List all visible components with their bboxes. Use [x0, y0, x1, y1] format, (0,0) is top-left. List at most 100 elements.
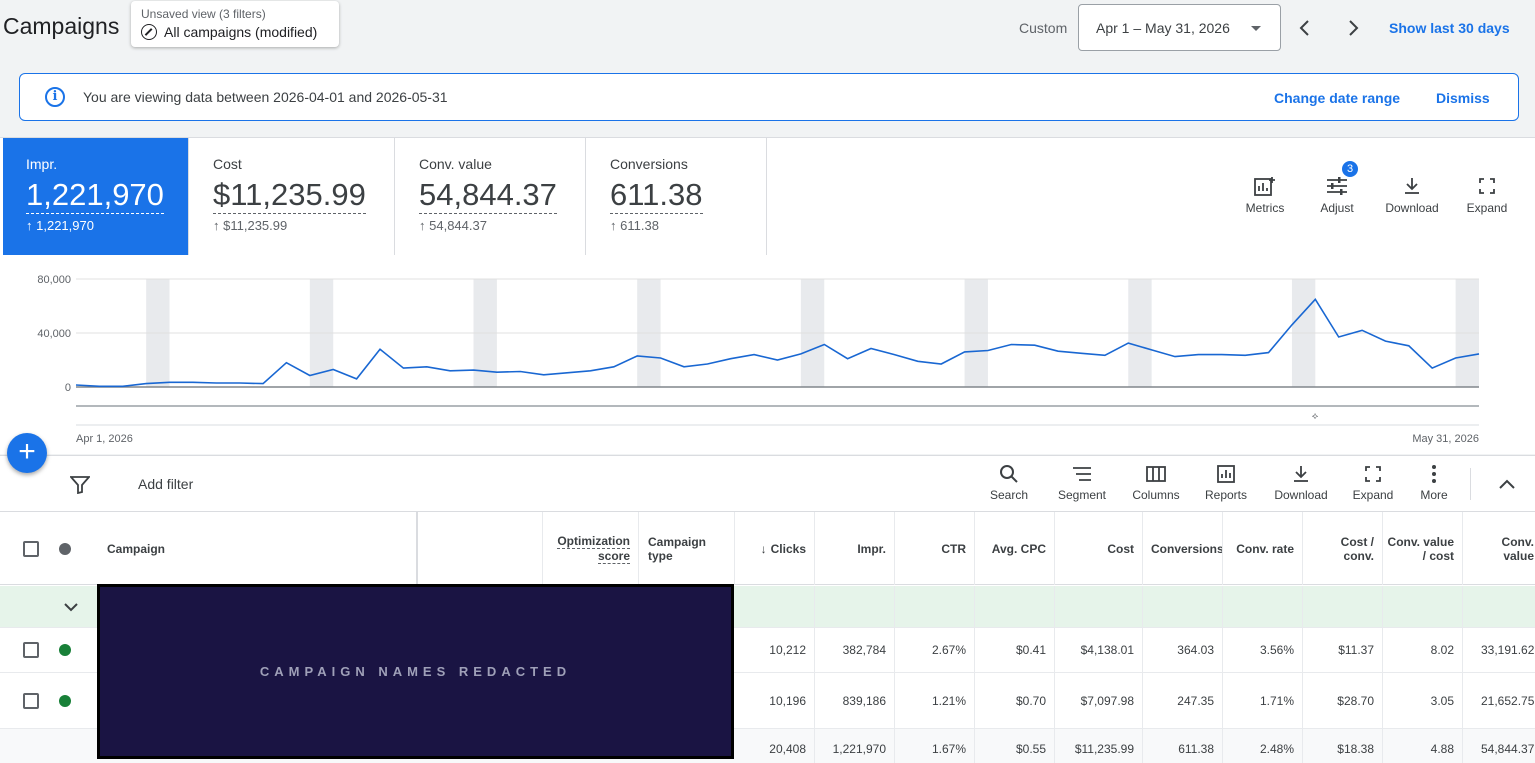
metric-value: 54,844.37	[419, 177, 557, 214]
cell-impr: 382,784	[815, 628, 895, 672]
reports-icon	[1217, 465, 1235, 483]
info-icon: i	[45, 87, 65, 107]
download-icon	[1405, 178, 1419, 194]
table-row[interactable]: 10,196 839,186 1.21% $0.70 $7,097.98 247…	[0, 673, 1535, 729]
th-conversions[interactable]: Conversions	[1143, 512, 1223, 585]
group-cell	[1303, 586, 1383, 627]
show-last-30-days-link[interactable]: Show last 30 days	[1389, 20, 1510, 36]
th-conv-rate[interactable]: Conv. rate	[1223, 512, 1303, 585]
cell-cost-per-conv: $11.37	[1303, 628, 1383, 672]
th-cpc-line2: conv.	[1343, 548, 1374, 563]
metric-value: 1,221,970	[26, 177, 164, 214]
change-date-range-link[interactable]: Change date range	[1274, 90, 1401, 106]
search-button[interactable]: Search	[989, 464, 1029, 502]
table-row[interactable]: 10,212 382,784 2.67% $0.41 $4,138.01 364…	[0, 628, 1535, 673]
dismiss-link[interactable]: Dismiss	[1436, 90, 1490, 106]
columns-button[interactable]: Columns	[1130, 464, 1182, 502]
th-ctr[interactable]: CTR	[895, 512, 975, 585]
metric-card-impressions[interactable]: Impr. 1,221,970 ↑ 1,221,970	[3, 138, 189, 255]
group-cell	[975, 586, 1055, 627]
enabled-status-icon[interactable]	[59, 644, 71, 656]
th-avg-cpc[interactable]: Avg. CPC	[975, 512, 1055, 585]
cell-clicks: 10,212	[735, 628, 815, 672]
group-cell	[1383, 586, 1463, 627]
total-ctr: 1.67%	[895, 729, 975, 763]
saved-view-selector[interactable]: Unsaved view (3 filters) All campaigns (…	[131, 1, 339, 47]
th-cpc-line1: Cost /	[1340, 534, 1374, 549]
select-all-checkbox[interactable]	[23, 541, 39, 557]
th-conv-value-per-cost[interactable]: Conv. value / cost	[1383, 512, 1463, 585]
table-download-button[interactable]: Download	[1272, 464, 1330, 502]
th-opt-line2: score	[597, 548, 630, 564]
download-icon	[1294, 466, 1308, 482]
adjust-count-badge: 3	[1342, 161, 1358, 177]
performance-panel: Impr. 1,221,970 ↑ 1,221,970 Cost $11,235…	[0, 137, 1535, 454]
collapse-chevron-up-icon[interactable]	[1497, 477, 1517, 491]
metric-value: $11,235.99	[213, 177, 366, 214]
metrics-label: Metrics	[1245, 201, 1285, 215]
th-cost[interactable]: Cost	[1055, 512, 1143, 585]
group-cell	[815, 586, 895, 627]
page-title: Campaigns	[3, 13, 120, 39]
redaction-text: CAMPAIGN NAMES REDACTED	[259, 664, 572, 679]
th-conv-value[interactable]: Conv. value	[1463, 512, 1535, 585]
expand-group-chevron-icon[interactable]	[62, 600, 80, 614]
cell-cost-per-conv: $28.70	[1303, 673, 1383, 728]
th-blank	[418, 512, 543, 585]
cell-conv-value-per-cost: 8.02	[1383, 628, 1463, 672]
add-filter-button[interactable]: Add filter	[138, 476, 194, 492]
th-impr[interactable]: Impr.	[815, 512, 895, 585]
status-header-icon[interactable]	[59, 543, 71, 555]
reports-button[interactable]: Reports	[1203, 464, 1249, 502]
th-optimization-score[interactable]: Optimization score	[543, 512, 639, 585]
banner-message: You are viewing data between 2026-04-01 …	[83, 89, 448, 105]
group-cell	[1223, 586, 1303, 627]
previous-period-button[interactable]	[1293, 16, 1317, 40]
y-tick-label: 0	[65, 382, 71, 394]
total-impr: 1,221,970	[815, 729, 895, 763]
next-period-button[interactable]	[1341, 16, 1365, 40]
date-range-banner: i You are viewing data between 2026-04-0…	[19, 73, 1519, 121]
total-cost-per-conv: $18.38	[1303, 729, 1383, 763]
more-button[interactable]: More	[1417, 464, 1451, 502]
line-chart: 80,000 40,000 0 ⟡ Apr 1, 2026 May 31, 2026	[37, 274, 1480, 445]
table-expand-button[interactable]: Expand	[1351, 464, 1395, 502]
th-campaign[interactable]: Campaign	[98, 512, 418, 585]
sort-desc-icon: ↓	[760, 541, 767, 556]
cell-conv-value-per-cost: 3.05	[1383, 673, 1463, 728]
th-cost-per-conv[interactable]: Cost / conv.	[1303, 512, 1383, 585]
search-label: Search	[989, 488, 1029, 502]
row-checkbox[interactable]	[23, 642, 39, 658]
metrics-button[interactable]: Metrics	[1243, 176, 1287, 215]
download-label: Download	[1385, 201, 1439, 215]
cell-impr: 839,186	[815, 673, 895, 728]
view-name: All campaigns (modified)	[164, 24, 318, 40]
expand-button[interactable]: Expand	[1465, 176, 1509, 215]
create-button[interactable]: +	[7, 433, 47, 473]
more-label: More	[1420, 488, 1448, 502]
row-checkbox[interactable]	[23, 693, 39, 709]
total-conv-value-per-cost: 4.88	[1383, 729, 1463, 763]
segment-button[interactable]: Segment	[1056, 464, 1108, 502]
adjust-button[interactable]: 3 Adjust	[1317, 161, 1358, 215]
th-cvc-line2: / cost	[1422, 548, 1454, 563]
chevron-left-icon	[1299, 20, 1309, 36]
download-button[interactable]: Download	[1383, 176, 1441, 215]
cell-ctr: 2.67%	[895, 628, 975, 672]
th-cvc-line1: Conv. value	[1387, 534, 1454, 549]
th-campaign-type[interactable]: Campaign type	[639, 512, 735, 585]
total-conv-rate: 2.48%	[1223, 729, 1303, 763]
plus-icon: +	[18, 435, 36, 468]
metric-label: Conversions	[610, 156, 688, 172]
th-clicks[interactable]: ↓ Clicks	[735, 512, 815, 585]
x-axis-start-label: Apr 1, 2026	[76, 433, 133, 445]
cell-conv-value: 33,191.62	[1463, 628, 1535, 672]
metric-card-conv-value[interactable]: Conv. value 54,844.37 ↑ 54,844.37	[395, 138, 586, 255]
cell-conv-rate: 3.56%	[1223, 628, 1303, 672]
range-handle-icon[interactable]: ⟡	[1312, 411, 1319, 422]
filter-icon[interactable]	[70, 476, 90, 494]
enabled-status-icon[interactable]	[59, 695, 71, 707]
metric-card-conversions[interactable]: Conversions 611.38 ↑ 611.38	[586, 138, 767, 255]
metric-card-cost[interactable]: Cost $11,235.99 ↑ $11,235.99	[189, 138, 395, 255]
date-range-select[interactable]: Apr 1 – May 31, 2026	[1078, 4, 1281, 51]
